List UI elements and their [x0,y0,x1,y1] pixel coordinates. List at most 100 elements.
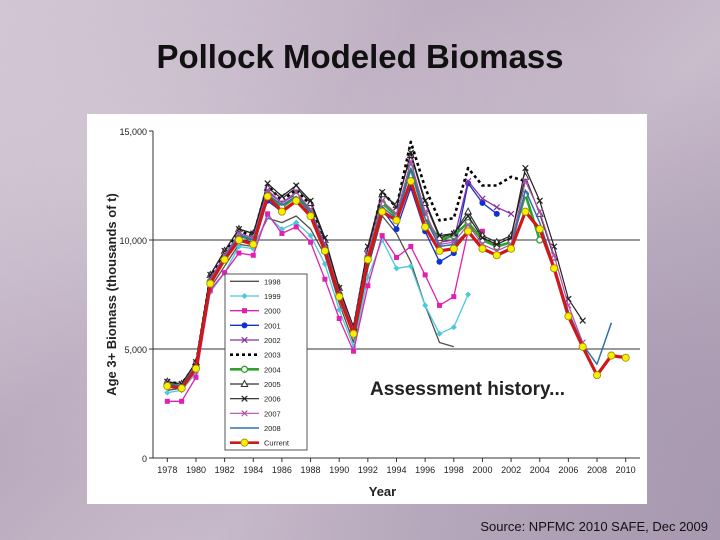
x-tick-label: 2000 [472,465,492,475]
data-point-2006 [536,197,543,204]
legend-label-2002: 2002 [264,336,281,345]
data-point-2005 [464,207,473,215]
data-point-2002 [464,177,472,185]
data-point-current [292,196,301,205]
data-point-2007 [293,188,300,196]
data-point-current [449,244,458,253]
data-point-1999 [407,263,414,270]
data-point-current [578,342,587,351]
x-tick-label: 1992 [358,465,378,475]
x-tick-label: 1984 [243,465,263,475]
series-line-2008 [167,167,613,387]
annotation-text: Assessment history... [370,379,565,400]
data-point-2000 [408,244,414,250]
data-point-2000 [322,276,328,282]
data-point-2007 [307,206,314,213]
x-tick-label: 1996 [415,465,435,475]
legend-marker-2002 [241,336,248,344]
series-line-2006 [167,152,584,385]
data-point-2000 [179,398,185,404]
data-point-2000 [351,348,357,354]
y-tick-label: 5,000 [124,345,147,355]
data-point-1999 [164,389,171,396]
data-point-2000 [265,211,271,217]
data-point-2006 [436,232,443,239]
data-point-current [191,364,200,373]
data-point-2007 [235,230,243,237]
legend-marker-2007 [241,410,248,417]
data-point-2006 [307,197,314,204]
data-point-2000 [451,294,457,300]
legend-label-2003: 2003 [264,351,281,360]
data-point-2001 [479,199,486,206]
legend-label-2006: 2006 [264,395,281,404]
data-point-2006 [421,197,429,204]
data-point-2000 [222,270,228,276]
data-point-1999 [278,226,285,233]
data-point-2000 [236,250,242,256]
data-point-current [464,227,473,236]
x-tick-label: 1982 [215,465,235,475]
series-line-1999 [167,215,469,394]
data-point-2000 [293,224,299,230]
legend-marker-2001 [241,322,248,329]
data-point-2006 [264,180,271,187]
data-point-2000 [308,239,314,245]
data-point-current [392,216,401,225]
legend-marker-2004 [240,365,249,373]
x-tick-label: 2010 [616,465,636,475]
x-tick-label: 2002 [501,465,521,475]
x-tick-label: 1994 [386,465,406,475]
data-point-2000 [422,272,428,278]
biomass-chart: 0 5,000 10,000 15,000 1978 1980 1982 1984 1986 19… [104,127,640,499]
data-point-current [277,207,286,216]
data-point-current [249,240,258,249]
data-point-current [335,292,344,301]
data-point-current [378,207,387,216]
data-point-1999 [307,232,314,239]
x-tick-label: 1980 [186,465,206,475]
data-point-current [492,251,501,260]
data-point-current [564,312,573,321]
data-point-current [320,246,329,255]
x-tick-label: 1990 [329,465,349,475]
data-point-current [163,382,172,391]
data-point-2001 [493,210,500,217]
data-point-1999 [293,219,300,226]
data-point-2001 [436,258,443,265]
data-point-current [607,351,616,360]
x-tick-label: 1988 [301,465,321,475]
data-point-2006 [293,182,300,189]
data-point-2006 [522,164,529,172]
data-point-2007 [264,186,271,194]
data-point-current [521,207,530,216]
legend-marker-current [240,438,249,447]
data-point-2006 [450,230,458,237]
data-point-current [550,264,559,273]
source-note: Source: NPFMC 2010 SAFE, Dec 2009 [480,519,708,534]
data-point-2007 [464,221,472,228]
y-axis-label: Age 3+ Biomass (thousands of t) [104,193,119,396]
data-point-current [535,225,544,234]
data-point-current [421,222,430,231]
data-point-current [234,236,243,245]
data-point-2001 [393,226,400,233]
data-point-current [306,212,315,221]
slide-title: Pollock Modeled Biomass [156,38,564,75]
data-point-2006 [464,212,472,220]
data-point-current [177,384,186,393]
legend-label-current: Current [264,439,290,448]
x-axis-label: Year [369,484,396,499]
data-point-2007 [522,177,529,185]
data-point-current [621,353,630,362]
x-tick-label: 1986 [272,465,292,475]
data-point-2006 [493,241,500,248]
data-point-1999 [393,265,400,272]
y-tick-label: 15,000 [119,127,147,137]
data-point-1999 [336,306,343,313]
data-point-2002 [493,204,500,211]
data-point-current [349,329,358,338]
data-point-2000 [193,374,199,380]
data-point-2006 [579,317,586,324]
data-point-2007 [407,158,415,165]
